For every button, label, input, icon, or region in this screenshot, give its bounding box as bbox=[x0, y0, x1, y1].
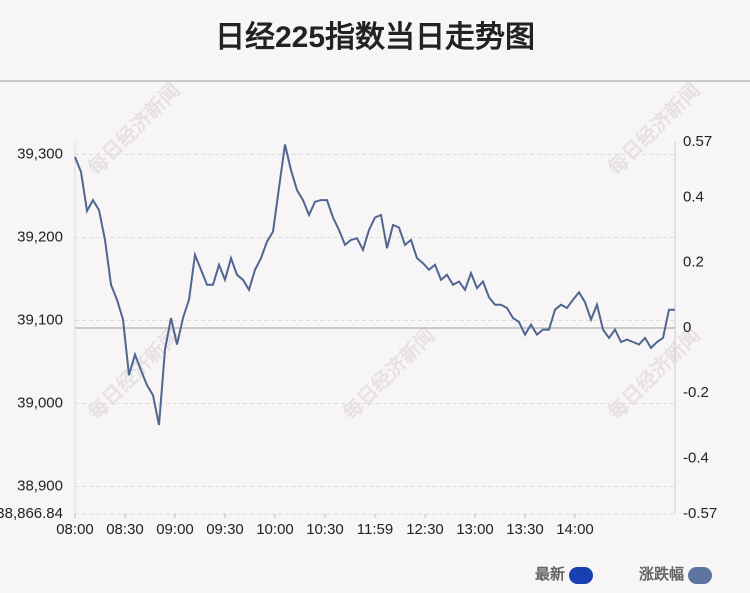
x-tick-label: 14:00 bbox=[556, 521, 594, 538]
x-tick-label: 13:00 bbox=[456, 521, 494, 538]
x-tick-label: 12:30 bbox=[406, 521, 444, 538]
y2-tick-label: 0.57 bbox=[683, 133, 712, 150]
watermark: 每日经济新闻 bbox=[83, 323, 185, 425]
x-tick-label: 10:00 bbox=[256, 521, 294, 538]
y2-tick-label: -0.2 bbox=[683, 384, 709, 401]
watermark: 每日经济新闻 bbox=[338, 323, 440, 425]
x-tick-label: 08:30 bbox=[106, 521, 144, 538]
y-tick-label: 39,000 bbox=[17, 394, 63, 411]
watermark: 每日经济新闻 bbox=[83, 78, 185, 180]
y2-tick-label: -0.57 bbox=[683, 505, 717, 522]
y-tick-label: 39,300 bbox=[17, 145, 63, 162]
y-tick-label: 38,900 bbox=[17, 477, 63, 494]
y2-tick-label: 0.2 bbox=[683, 254, 704, 271]
price-line bbox=[74, 144, 675, 426]
y-tick-label: 39,200 bbox=[17, 228, 63, 245]
y-tick-label: 38,866.84 bbox=[0, 505, 63, 522]
y2-tick-label: 0 bbox=[683, 319, 691, 336]
legend-swatch bbox=[569, 567, 593, 584]
legend-swatch bbox=[688, 567, 712, 584]
x-tick-label: 13:30 bbox=[506, 521, 544, 538]
watermark: 每日经济新闻 bbox=[603, 78, 705, 180]
legend-label: 最新 bbox=[535, 565, 565, 583]
x-tick-label: 10:30 bbox=[306, 521, 344, 538]
y2-tick-label: -0.4 bbox=[683, 449, 709, 466]
chart-title: 日经225指数当日走势图 bbox=[215, 20, 535, 54]
y-tick-label: 39,100 bbox=[17, 311, 63, 328]
y2-tick-label: 0.4 bbox=[683, 188, 704, 205]
legend-label: 涨跌幅 bbox=[639, 565, 684, 583]
x-tick-label: 09:30 bbox=[206, 521, 244, 538]
x-tick-label: 08:00 bbox=[56, 521, 94, 538]
x-tick-label: 11:59 bbox=[357, 521, 393, 538]
x-tick-label: 09:00 bbox=[156, 521, 194, 538]
